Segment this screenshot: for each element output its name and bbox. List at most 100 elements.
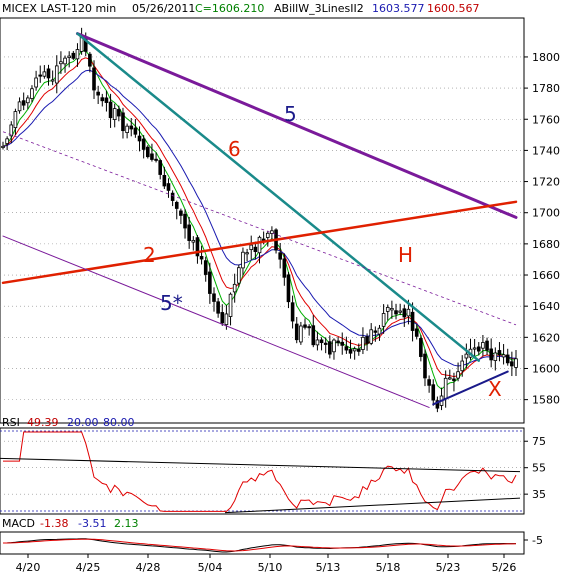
price-y-tick-label: 1800 [532, 51, 560, 64]
candle-body [117, 109, 121, 117]
trendline-x [432, 370, 509, 406]
candle-body [141, 138, 146, 150]
candle-body [307, 326, 311, 329]
price-trendlines [1, 32, 518, 408]
candle-body [460, 360, 465, 372]
candle-body [373, 330, 378, 333]
trendline-6 [76, 32, 481, 362]
candle-body [133, 127, 138, 135]
rsi-lines [0, 431, 521, 514]
candle-body [232, 283, 237, 293]
candle-body [54, 65, 59, 84]
candle-body [390, 308, 394, 311]
candle-body [443, 377, 448, 399]
candle-body [299, 325, 303, 343]
candle-body [208, 271, 212, 294]
price-y-tick-label: 1760 [532, 113, 560, 126]
rsi-line [3, 431, 517, 512]
candle-body [26, 97, 30, 104]
candle-body [348, 349, 353, 354]
candle-body [427, 379, 431, 386]
candle-body [63, 57, 67, 65]
candle-body [448, 377, 452, 380]
candle-body [514, 358, 518, 368]
price-y-tick-label: 1780 [532, 82, 560, 95]
x-axis: 4/20 4/25 4/28 5/04 5/10 5/13 5/18 5/23 5/26 [16, 554, 517, 574]
price-grid [0, 56, 524, 400]
candle-body [452, 378, 456, 381]
candle-body [356, 348, 361, 352]
annotation-5star: 5* [160, 291, 183, 315]
price-y-tick-label: 1660 [532, 269, 560, 282]
candle-body [311, 325, 316, 346]
candle-body [154, 158, 158, 161]
x-tick-label: 4/20 [16, 561, 41, 574]
candle-body [336, 340, 340, 344]
candle-body [381, 313, 386, 327]
price-panel-frame [0, 17, 525, 424]
candle-body [224, 313, 229, 326]
trendline-5 [75, 32, 518, 219]
candle-body [261, 238, 266, 241]
candle-body [493, 352, 498, 361]
candle-body [71, 52, 76, 59]
candle-body [112, 108, 117, 120]
candle-body [5, 138, 9, 144]
candle-body [352, 348, 357, 352]
candle-body [195, 237, 200, 257]
annotation-5: 5 [284, 102, 297, 126]
candle-body [17, 101, 22, 112]
candle-body [344, 346, 349, 351]
candle-body [67, 55, 71, 58]
macd-value-3: 2.13 [114, 517, 139, 530]
candle-body [485, 340, 489, 351]
macd-y-axis: -5 [524, 534, 543, 547]
candle-body [237, 267, 241, 284]
candle-body [75, 49, 80, 60]
candle-body [158, 160, 163, 175]
candle-body [30, 88, 34, 99]
candle-body [402, 308, 407, 318]
rsi-y-axis: 75 55 35 [524, 435, 546, 501]
candle-body [183, 213, 187, 229]
candle-body [282, 258, 287, 278]
annotation-h: H [398, 243, 413, 267]
x-tick-label: 5/23 [436, 561, 461, 574]
candle-body [245, 252, 249, 255]
price-y-tick-label: 1620 [532, 331, 560, 344]
price-candles [1, 27, 518, 413]
candle-body [385, 307, 390, 312]
candle-body [179, 210, 183, 216]
candle-body [46, 68, 51, 79]
trendline-5star [2, 235, 430, 408]
rsi-y-tick-label: 35 [532, 488, 546, 501]
candle-body [270, 230, 274, 234]
date-label: 05/26/2011 [132, 2, 195, 15]
x-tick-label: 4/28 [136, 561, 161, 574]
macd-panel-frame [0, 531, 525, 555]
macd-y-tick-label: -5 [532, 534, 543, 547]
candle-body [328, 341, 332, 355]
candle-body [278, 252, 282, 260]
rsi-name: RSI [2, 416, 20, 429]
rsi-y-tick-label: 75 [532, 435, 546, 448]
candle-body [187, 224, 191, 241]
indicator-name-label: ABillW_3LinesII2 [274, 2, 364, 15]
price-y-axis: 1800 1780 1760 1740 1720 1700 1680 1660 1640 1620… [524, 51, 560, 407]
price-y-tick-label: 1680 [532, 238, 560, 251]
candle-body [216, 301, 220, 314]
candle-body [121, 112, 125, 132]
price-y-tick-label: 1640 [532, 300, 560, 313]
channel-dashed-line [2, 131, 517, 326]
candle-body [497, 350, 502, 356]
price-panel: 1800 1780 1760 1740 1720 1700 1680 1660 1640 1620… [0, 17, 560, 424]
candle-body [406, 308, 411, 317]
candle-body [431, 384, 436, 401]
candle-body [212, 293, 216, 302]
candle-body [365, 336, 369, 344]
candle-body [476, 346, 481, 352]
candle-body [241, 251, 245, 269]
candle-body [21, 100, 26, 106]
x-tick-label: 5/26 [492, 561, 517, 574]
candle-body [13, 111, 18, 129]
